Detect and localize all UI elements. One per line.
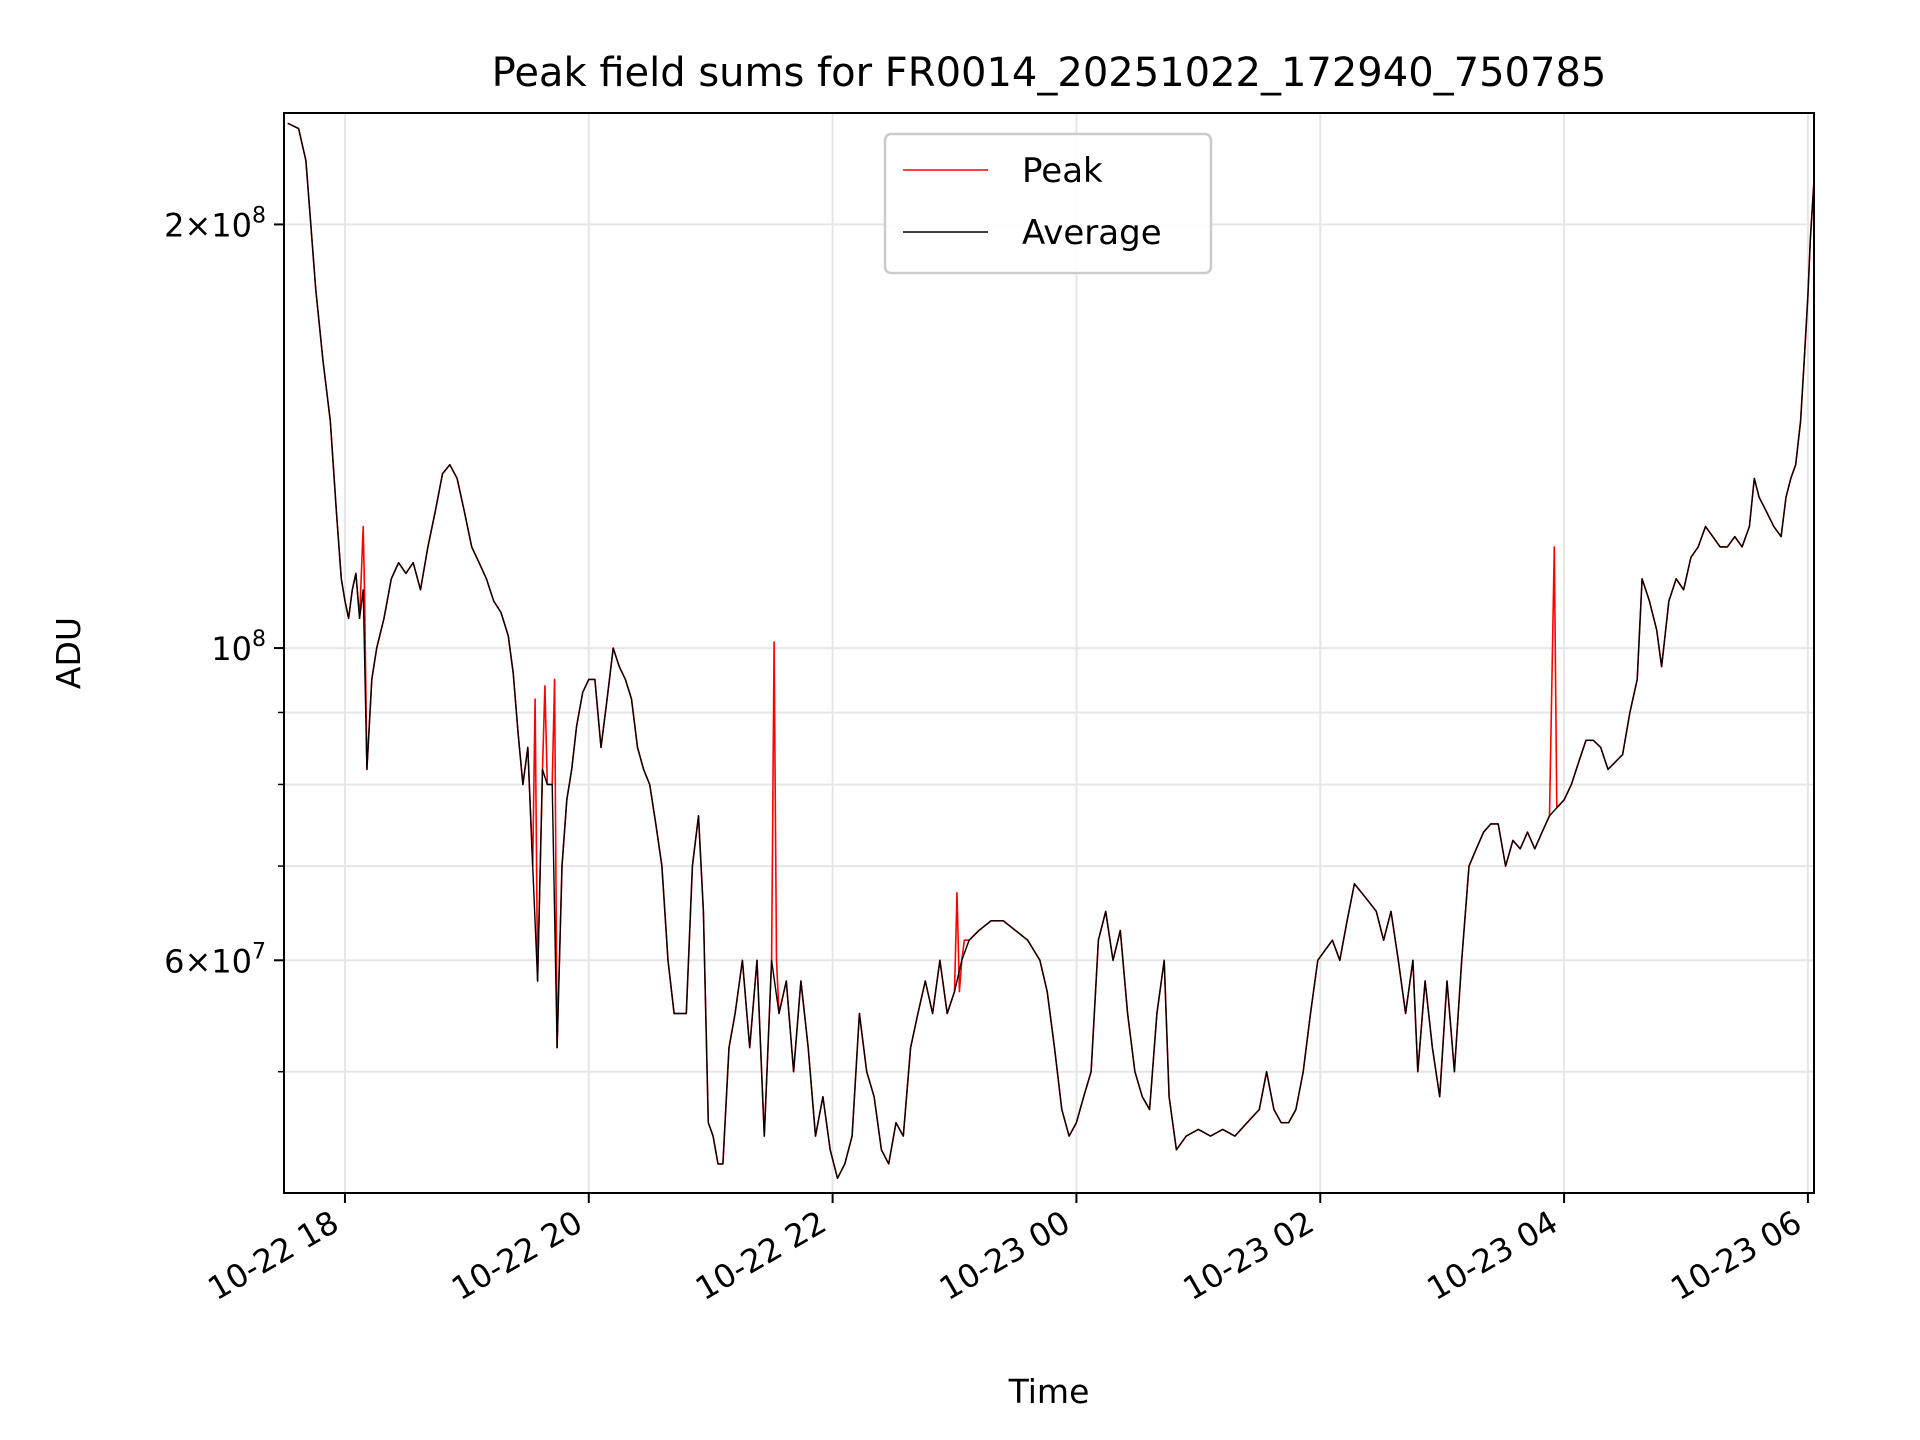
plot-area xyxy=(287,122,1814,1180)
series-line-average xyxy=(287,122,1814,1179)
y-tick-label: 108 xyxy=(211,627,266,668)
legend-box xyxy=(883,132,1213,275)
chart-title: Peak field sums for FR0014_20251022_1729… xyxy=(492,50,1607,96)
y-tick-label: 2×108 xyxy=(164,203,266,244)
y-tick-label: 6×107 xyxy=(164,939,266,980)
y-axis-label: ADU xyxy=(49,617,88,689)
y-axis: 6×107 108 2×108 xyxy=(164,203,284,1073)
plot-frame xyxy=(283,112,1815,1194)
x-axis-label: Time xyxy=(1008,1372,1090,1411)
legend-label-peak: Peak xyxy=(1022,151,1103,191)
legend-label-average: Average xyxy=(1022,213,1162,253)
legend: Peak Average xyxy=(883,132,1213,275)
series-layer xyxy=(287,122,1814,1180)
